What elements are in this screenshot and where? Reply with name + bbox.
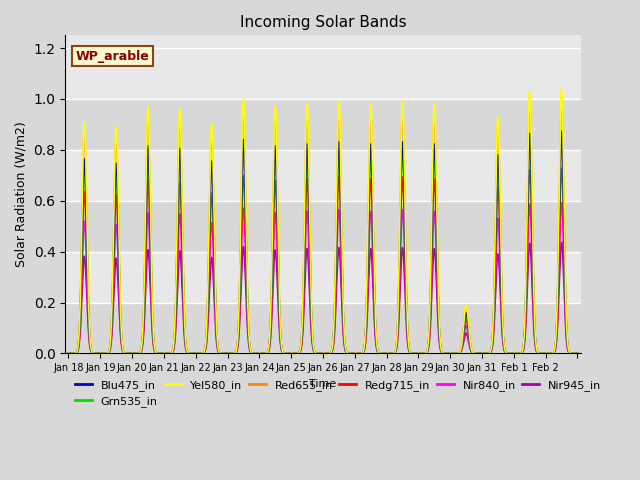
Bar	[65, 252, 580, 302]
Bar	[65, 36, 580, 99]
Bar	[65, 99, 580, 150]
Bar	[65, 201, 580, 252]
Y-axis label: Solar Radiation (W/m2): Solar Radiation (W/m2)	[15, 121, 28, 267]
X-axis label: Time: Time	[309, 379, 337, 389]
Legend: Blu475_in, Grn535_in, Yel580_in, Red655_in, Redg715_in, Nir840_in, Nir945_in: Blu475_in, Grn535_in, Yel580_in, Red655_…	[71, 375, 605, 411]
Text: WP_arable: WP_arable	[76, 49, 149, 63]
Title: Incoming Solar Bands: Incoming Solar Bands	[239, 15, 406, 30]
Bar	[65, 302, 580, 353]
Bar	[65, 150, 580, 201]
